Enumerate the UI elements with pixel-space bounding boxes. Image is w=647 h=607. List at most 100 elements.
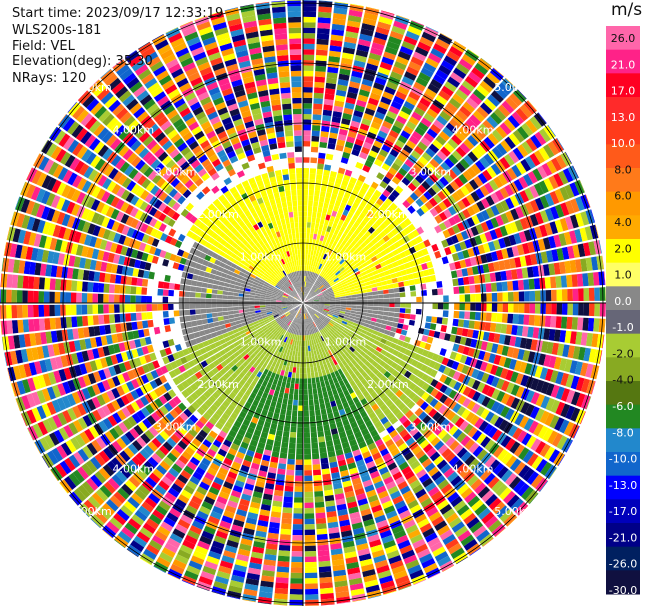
velocity-gate xyxy=(403,262,411,269)
velocity-gate xyxy=(353,228,361,236)
velocity-gate xyxy=(497,449,509,462)
velocity-gate xyxy=(555,204,565,218)
velocity-gate xyxy=(554,219,564,233)
velocity-gate xyxy=(326,337,332,344)
velocity-gate xyxy=(450,270,458,279)
velocity-gate xyxy=(291,415,298,422)
velocity-gate xyxy=(436,165,447,176)
velocity-gate xyxy=(290,383,295,389)
velocity-gate xyxy=(500,380,510,392)
velocity-gate xyxy=(103,314,110,324)
velocity-gate xyxy=(308,399,314,406)
velocity-gate xyxy=(313,485,323,492)
velocity-gate xyxy=(313,267,317,273)
velocity-gate xyxy=(484,322,491,332)
velocity-gate xyxy=(174,343,183,352)
velocity-gate xyxy=(277,560,290,568)
velocity-gate xyxy=(298,394,303,401)
velocity-gate xyxy=(323,282,330,287)
velocity-gate xyxy=(570,375,580,390)
velocity-gate xyxy=(386,390,395,399)
velocity-gate xyxy=(591,381,596,395)
velocity-gate xyxy=(373,82,385,91)
velocity-gate xyxy=(401,341,409,349)
velocity-gate xyxy=(371,313,378,319)
velocity-gate xyxy=(380,276,387,282)
velocity-gate xyxy=(314,313,320,319)
velocity-gate xyxy=(205,303,212,309)
velocity-gate xyxy=(291,551,303,557)
velocity-gate xyxy=(322,207,328,215)
velocity-gate xyxy=(407,154,418,164)
velocity-gate xyxy=(469,179,479,190)
velocity-gate xyxy=(527,241,536,254)
velocity-gate xyxy=(311,448,319,454)
velocity-gate xyxy=(567,345,576,359)
velocity-gate xyxy=(367,272,374,278)
velocity-gate xyxy=(323,309,329,313)
velocity-gate xyxy=(452,371,461,381)
velocity-gate xyxy=(409,285,416,291)
velocity-gate xyxy=(449,180,460,191)
velocity-gate xyxy=(450,72,464,84)
velocity-gate xyxy=(512,314,519,324)
velocity-gate xyxy=(460,230,469,240)
velocity-gate xyxy=(316,168,324,175)
velocity-gate xyxy=(428,197,438,207)
velocity-gate xyxy=(468,458,480,470)
velocity-gate xyxy=(372,270,379,276)
velocity-gate xyxy=(377,412,386,421)
velocity-gate xyxy=(322,224,328,231)
velocity-gate xyxy=(502,303,509,313)
velocity-gate xyxy=(496,505,510,519)
velocity-gate xyxy=(381,202,390,211)
velocity-gate xyxy=(413,106,426,117)
velocity-gate xyxy=(445,102,458,114)
velocity-gate xyxy=(398,110,410,120)
velocity-gate xyxy=(309,168,317,175)
velocity-gate xyxy=(419,97,431,108)
velocity-gate xyxy=(455,88,469,101)
velocity-gate xyxy=(382,315,389,321)
velocity-gate xyxy=(346,300,352,303)
velocity-gate xyxy=(556,435,568,450)
velocity-gate xyxy=(469,93,483,106)
velocity-gate xyxy=(532,265,540,278)
velocity-gate xyxy=(478,350,486,361)
velocity-gate xyxy=(329,307,335,310)
velocity-gate xyxy=(418,256,426,264)
velocity-gate xyxy=(313,286,318,291)
velocity-gate xyxy=(195,314,202,320)
velocity-gate xyxy=(322,479,332,486)
velocity-gate xyxy=(565,389,576,404)
velocity-gate xyxy=(317,229,323,236)
velocity-gate xyxy=(441,85,454,97)
velocity-gate xyxy=(534,131,547,146)
velocity-gate xyxy=(306,356,310,363)
velocity-gate xyxy=(341,261,347,267)
velocity-gate xyxy=(317,387,323,394)
velocity-gate xyxy=(371,230,379,238)
velocity-gate xyxy=(356,308,363,312)
velocity-gate xyxy=(469,256,478,266)
velocity-gate xyxy=(433,362,442,371)
velocity-gate xyxy=(559,217,569,232)
velocity-gate xyxy=(391,261,399,268)
velocity-gate xyxy=(163,318,170,325)
velocity-gate xyxy=(342,151,351,159)
velocity-gate xyxy=(294,351,298,357)
velocity-gate xyxy=(119,313,126,323)
velocity-gate xyxy=(488,497,502,511)
velocity-gate xyxy=(22,305,28,318)
velocity-gate xyxy=(387,215,395,223)
velocity-gate xyxy=(363,112,374,122)
velocity-gate xyxy=(325,316,332,321)
velocity-gate xyxy=(424,462,436,473)
velocity-gate xyxy=(421,248,429,256)
velocity-gate xyxy=(367,292,373,296)
velocity-gate xyxy=(525,390,535,403)
velocity-gate xyxy=(491,376,500,388)
velocity-gate xyxy=(520,401,530,415)
velocity-gate xyxy=(392,66,405,76)
velocity-gate xyxy=(325,192,332,199)
